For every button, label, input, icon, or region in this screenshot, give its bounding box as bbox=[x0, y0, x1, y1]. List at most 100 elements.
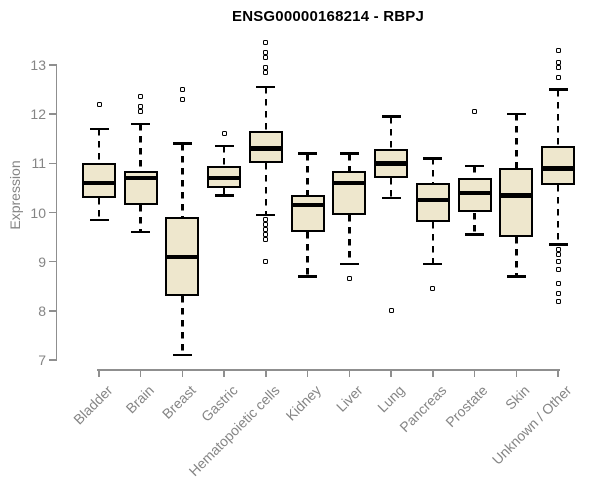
x-tick-label-text: Liver bbox=[332, 382, 366, 415]
upper-cap-skin bbox=[506, 112, 526, 116]
x-tick-mark bbox=[139, 370, 142, 377]
upper-whisker-hematopoietic-cells bbox=[264, 87, 268, 132]
upper-whisker-skin bbox=[515, 114, 518, 169]
x-axis-line bbox=[97, 369, 561, 371]
y-tick-label: 8 bbox=[38, 302, 46, 319]
outlier-unknown-other bbox=[555, 291, 561, 297]
median-bladder bbox=[84, 180, 114, 186]
outlier-unknown-other bbox=[555, 74, 561, 80]
outlier-unknown-other bbox=[555, 251, 561, 257]
y-tick-mark bbox=[48, 113, 56, 115]
y-tick-mark bbox=[48, 211, 56, 214]
box-bladder bbox=[82, 163, 116, 198]
upper-cap-hematopoietic-cells bbox=[256, 85, 276, 89]
outlier-breast bbox=[179, 87, 185, 93]
outlier-unknown-other bbox=[555, 246, 561, 252]
upper-whisker-unknown-other bbox=[556, 89, 560, 147]
outlier-liver bbox=[346, 276, 352, 282]
upper-whisker-breast bbox=[181, 143, 184, 218]
outlier-hematopoietic-cells bbox=[263, 237, 269, 243]
median-brain bbox=[125, 175, 156, 181]
x-tick-mark bbox=[557, 370, 559, 377]
outlier-brain bbox=[138, 94, 144, 100]
median-prostate bbox=[459, 190, 490, 196]
outlier-unknown-other bbox=[555, 298, 561, 304]
lower-cap-liver bbox=[339, 262, 359, 266]
lower-whisker-prostate bbox=[473, 212, 476, 235]
lower-cap-hematopoietic-cells bbox=[256, 213, 276, 217]
outlier-hematopoietic-cells bbox=[263, 64, 269, 70]
y-tick-mark bbox=[48, 359, 56, 361]
outlier-brain bbox=[138, 109, 144, 115]
x-tick-label-text: Unknown / Other bbox=[488, 382, 575, 468]
y-tick-mark bbox=[48, 162, 56, 165]
outlier-hematopoietic-cells bbox=[263, 232, 269, 238]
median-breast bbox=[167, 254, 198, 259]
outlier-hematopoietic-cells bbox=[263, 259, 269, 265]
outlier-unknown-other bbox=[555, 47, 561, 53]
y-tick-label: 12 bbox=[30, 106, 46, 123]
x-tick-label-text: Prostate bbox=[442, 382, 491, 431]
upper-cap-brain bbox=[131, 122, 151, 126]
lower-cap-bladder bbox=[89, 218, 109, 222]
median-hematopoietic-cells bbox=[250, 146, 281, 151]
x-tick-mark bbox=[223, 370, 225, 377]
lower-whisker-lung bbox=[389, 178, 393, 198]
x-tick-label-text: Skin bbox=[502, 382, 533, 413]
lower-whisker-breast bbox=[181, 296, 184, 356]
outlier-prostate bbox=[472, 109, 478, 115]
outlier-hematopoietic-cells bbox=[263, 50, 269, 56]
upper-whisker-brain bbox=[139, 124, 142, 171]
outlier-unknown-other bbox=[555, 60, 561, 66]
outlier-brain bbox=[138, 104, 144, 110]
lower-cap-unknown-other bbox=[548, 243, 568, 246]
outlier-unknown-other bbox=[555, 64, 561, 70]
outlier-unknown-other bbox=[555, 259, 561, 265]
box-kidney bbox=[290, 195, 325, 233]
y-tick-label: 7 bbox=[38, 352, 46, 368]
upper-whisker-pancreas bbox=[431, 158, 435, 183]
outlier-hematopoietic-cells bbox=[263, 227, 269, 233]
y-tick-label: 10 bbox=[30, 204, 46, 221]
lower-whisker-unknown-other bbox=[556, 185, 560, 245]
x-tick-mark bbox=[181, 370, 184, 377]
median-pancreas bbox=[417, 197, 448, 203]
upper-whisker-gastric bbox=[222, 146, 226, 166]
box-unknown-other bbox=[541, 146, 576, 186]
lower-whisker-brain bbox=[139, 205, 142, 233]
y-tick-label: 9 bbox=[38, 253, 46, 270]
x-tick-mark bbox=[348, 370, 351, 377]
lower-cap-pancreas bbox=[423, 262, 443, 266]
upper-cap-pancreas bbox=[423, 157, 443, 160]
lower-cap-kidney bbox=[298, 275, 318, 278]
median-gastric bbox=[209, 175, 240, 181]
lower-whisker-skin bbox=[515, 237, 518, 277]
upper-whisker-prostate bbox=[473, 165, 476, 179]
outlier-gastric bbox=[221, 131, 227, 137]
upper-cap-prostate bbox=[465, 164, 485, 168]
lower-whisker-gastric bbox=[222, 187, 226, 196]
lower-cap-skin bbox=[506, 275, 526, 278]
lower-cap-gastric bbox=[214, 194, 234, 197]
y-tick-label: 13 bbox=[30, 57, 46, 73]
upper-whisker-bladder bbox=[97, 128, 101, 164]
chart-title: ENSG00000168214 - RBPJ bbox=[231, 8, 425, 25]
lower-cap-breast bbox=[172, 353, 192, 357]
x-tick-mark bbox=[98, 370, 100, 377]
outlier-unknown-other bbox=[555, 281, 561, 287]
outlier-bladder bbox=[96, 101, 102, 107]
lower-whisker-hematopoietic-cells bbox=[264, 163, 268, 215]
upper-cap-liver bbox=[339, 152, 359, 155]
x-tick-label-text: Brain bbox=[122, 382, 158, 417]
x-tick-mark bbox=[473, 370, 476, 377]
median-kidney bbox=[292, 202, 323, 208]
lower-whisker-liver bbox=[348, 214, 351, 265]
upper-whisker-kidney bbox=[306, 153, 309, 196]
box-liver bbox=[332, 170, 367, 215]
outlier-breast bbox=[179, 96, 185, 102]
x-tick-label-text: Bladder bbox=[69, 382, 116, 428]
y-tick-mark bbox=[48, 260, 56, 263]
outlier-hematopoietic-cells bbox=[263, 217, 269, 223]
lower-cap-lung bbox=[381, 196, 401, 199]
